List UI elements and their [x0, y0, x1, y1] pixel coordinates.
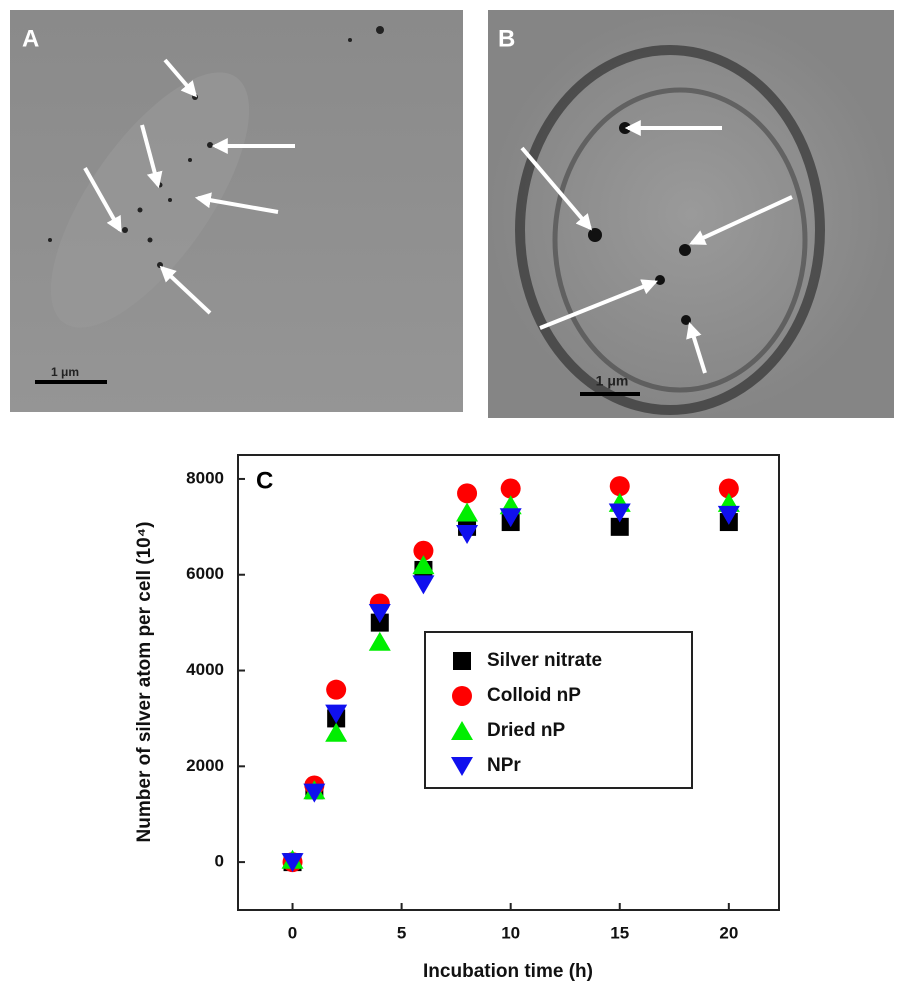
- panel-label: B: [498, 25, 515, 52]
- y-tick-label: 8000: [186, 468, 224, 487]
- scale-bar-label: 1 μm: [51, 365, 79, 379]
- y-tick-label: 6000: [186, 564, 224, 583]
- y-tick-label: 2000: [186, 756, 224, 775]
- x-tick-label: 0: [288, 923, 297, 942]
- x-tick-label: 5: [397, 923, 406, 942]
- data-point: [456, 502, 478, 521]
- x-tick-label: 10: [501, 923, 520, 942]
- x-tick-label: 20: [719, 923, 738, 942]
- panel-label: C: [256, 467, 273, 494]
- legend-marker: [453, 652, 471, 670]
- micrograph-b: 1 μm B: [488, 10, 894, 418]
- x-axis-title: Incubation time (h): [423, 961, 593, 982]
- panel-label: A: [22, 25, 39, 52]
- data-point: [457, 483, 477, 503]
- y-axis-title: Number of silver atom per cell (10⁴): [134, 522, 155, 843]
- legend-label: Dried nP: [487, 720, 565, 741]
- micrograph-a: 1 μm A: [10, 10, 463, 412]
- chart: C Incubation time (h) Number of silver a…: [134, 455, 779, 982]
- data-point: [326, 680, 346, 700]
- scale-bar-label: 1 μm: [596, 373, 629, 389]
- data-point: [369, 632, 391, 651]
- legend-label: Colloid nP: [487, 685, 581, 706]
- legend-marker: [452, 686, 472, 706]
- legend-label: Silver nitrate: [487, 650, 602, 671]
- y-tick-label: 0: [215, 852, 224, 871]
- y-tick-label: 4000: [186, 660, 224, 679]
- data-point: [412, 575, 434, 594]
- legend-label: NPr: [487, 755, 521, 776]
- figure: 1 μm A 1 μm B C Incubation time (h) Numb…: [0, 0, 905, 993]
- x-tick-label: 15: [610, 923, 629, 942]
